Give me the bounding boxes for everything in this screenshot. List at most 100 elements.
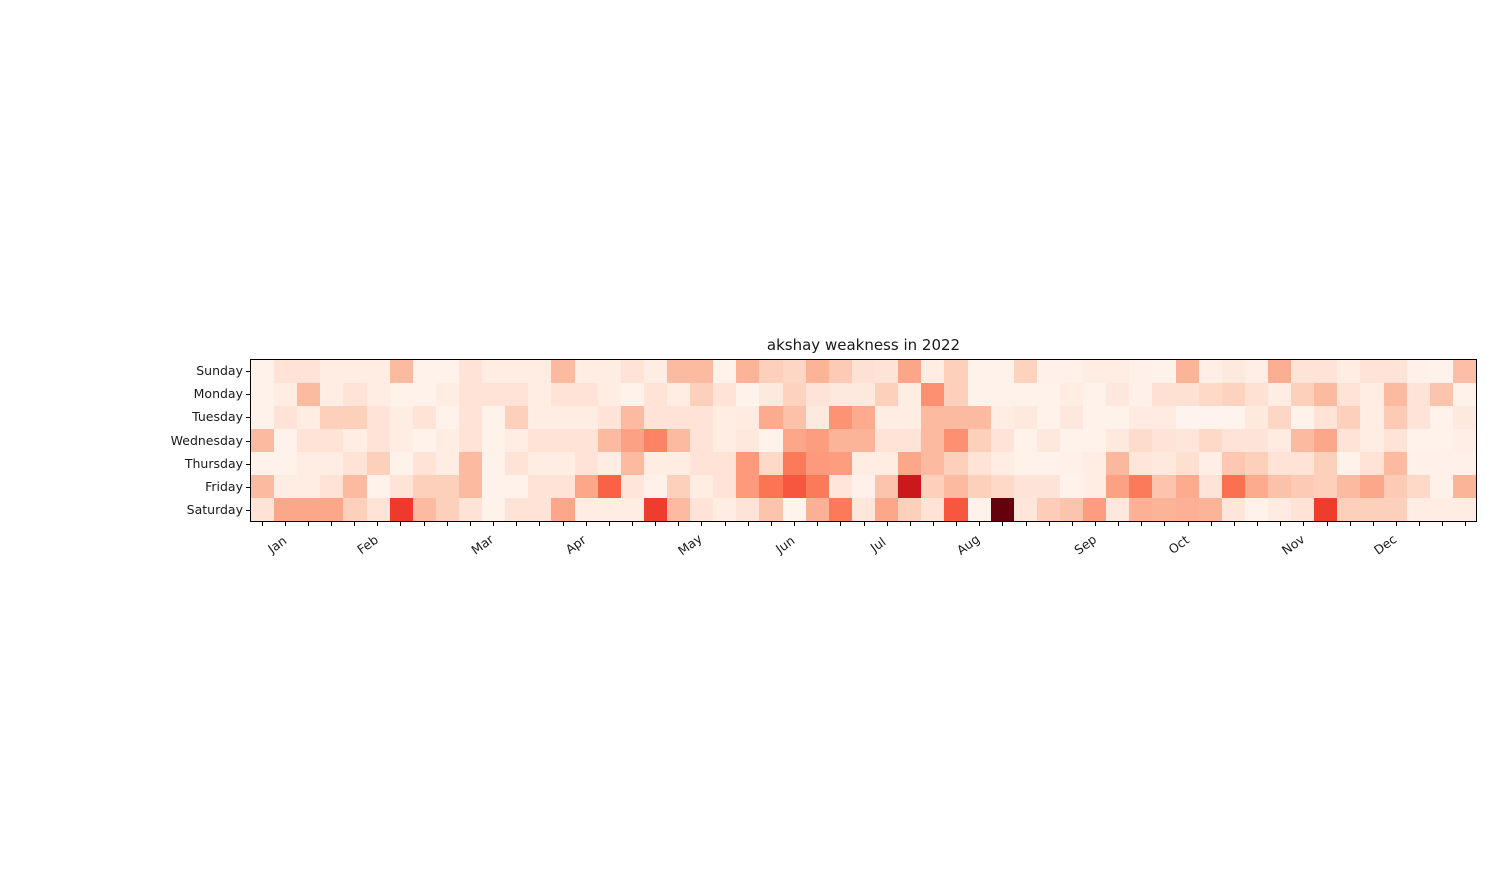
heatmap-cell (297, 452, 321, 475)
x-axis-tick (562, 522, 564, 526)
heatmap-cell (643, 475, 668, 498)
heatmap-cell (1291, 475, 1315, 498)
heatmap-cell (805, 498, 829, 521)
heatmap-cell (805, 452, 829, 475)
heatmap-cell (1059, 498, 1084, 521)
heatmap-cell (1383, 383, 1407, 406)
heatmap-cell (759, 406, 783, 429)
heatmap-cell (1152, 406, 1176, 429)
heatmap-plot (250, 359, 1477, 522)
x-axis-tick (979, 522, 981, 526)
heatmap-cell (366, 383, 390, 406)
heatmap-cell (1083, 498, 1107, 521)
x-axis-tick (724, 522, 726, 526)
heatmap-cell (412, 406, 436, 429)
heatmap-cell (1106, 406, 1130, 429)
heatmap-cell (1267, 452, 1292, 475)
heatmap-cell (1106, 360, 1130, 383)
heatmap-cell (1406, 360, 1430, 383)
heatmap-cell (898, 383, 922, 406)
heatmap-cell (1452, 383, 1476, 406)
heatmap-cell (713, 383, 737, 406)
heatmap-cell (1083, 360, 1107, 383)
x-axis-label-nov: Nov (1278, 531, 1308, 558)
heatmap-cell (736, 406, 760, 429)
x-axis-tick (1233, 522, 1235, 526)
x-axis-tick (1095, 522, 1096, 526)
heatmap-cell (366, 498, 390, 521)
heatmap-cell (482, 498, 506, 521)
y-axis-tick (246, 417, 250, 419)
heatmap-cell (1429, 360, 1453, 383)
x-axis-tick (1210, 522, 1212, 526)
heatmap-cell (1221, 452, 1245, 475)
x-axis-tick (446, 522, 448, 526)
heatmap-cell (1059, 429, 1084, 452)
heatmap-cell (1175, 475, 1199, 498)
heatmap-cell (1152, 429, 1176, 452)
heatmap-cell (1406, 475, 1430, 498)
heatmap-cell (1337, 475, 1361, 498)
heatmap-cell (944, 452, 968, 475)
heatmap-cell (1452, 360, 1476, 383)
heatmap-cell (459, 498, 483, 521)
x-axis-tick (1257, 522, 1259, 526)
heatmap-cell (1175, 360, 1199, 383)
heatmap-cell (828, 360, 852, 383)
heatmap-cell (528, 498, 552, 521)
heatmap-cell (459, 406, 483, 429)
heatmap-cell (851, 429, 876, 452)
heatmap-cell (620, 360, 644, 383)
heatmap-cell (828, 429, 852, 452)
y-axis-tick (246, 370, 250, 372)
heatmap-cell (1175, 383, 1199, 406)
heatmap-cell (505, 452, 529, 475)
heatmap-cell (389, 383, 413, 406)
y-axis-label-sunday: Sunday (196, 363, 243, 378)
heatmap-cell (782, 360, 806, 383)
heatmap-cell (921, 429, 945, 452)
heatmap-cell (1360, 498, 1384, 521)
heatmap-cell (643, 429, 668, 452)
heatmap-cell (643, 360, 668, 383)
heatmap-cell (297, 429, 321, 452)
heatmap-cell (1221, 406, 1245, 429)
heatmap-cell (1036, 475, 1060, 498)
heatmap-cell (1106, 429, 1130, 452)
heatmap-cell (574, 360, 598, 383)
heatmap-cell (759, 383, 783, 406)
heatmap-cell (1267, 498, 1292, 521)
heatmap-cell (389, 429, 413, 452)
heatmap-cell (528, 429, 552, 452)
y-axis-tick (246, 463, 250, 465)
heatmap-cell (505, 406, 529, 429)
x-axis-tick (516, 522, 518, 526)
heatmap-cell (782, 498, 806, 521)
heatmap-cell (435, 406, 460, 429)
heatmap-cell (389, 475, 413, 498)
heatmap-cell (667, 475, 691, 498)
heatmap-cell (898, 406, 922, 429)
heatmap-cell (1291, 429, 1315, 452)
heatmap-cell (1452, 452, 1476, 475)
heatmap-cell (574, 429, 598, 452)
x-axis-tick (493, 522, 495, 526)
y-axis-label-tuesday: Tuesday (192, 409, 243, 424)
heatmap-cell (782, 475, 806, 498)
heatmap-cell (736, 360, 760, 383)
heatmap-cell (1429, 498, 1453, 521)
heatmap-cell (921, 475, 945, 498)
heatmap-cell (1337, 406, 1361, 429)
heatmap-cell (898, 475, 922, 498)
heatmap-cell (1314, 498, 1338, 521)
heatmap-cell (551, 383, 575, 406)
heatmap-cell (597, 383, 621, 406)
y-axis-label-wednesday: Wednesday (170, 433, 243, 448)
heatmap-cell (1360, 383, 1384, 406)
heatmap-cell (1452, 429, 1476, 452)
heatmap-cell (875, 498, 899, 521)
x-axis-tick (469, 522, 471, 526)
heatmap-cell (482, 429, 506, 452)
chart-title: akshay weakness in 2022 (766, 336, 961, 354)
heatmap-cell (412, 498, 436, 521)
